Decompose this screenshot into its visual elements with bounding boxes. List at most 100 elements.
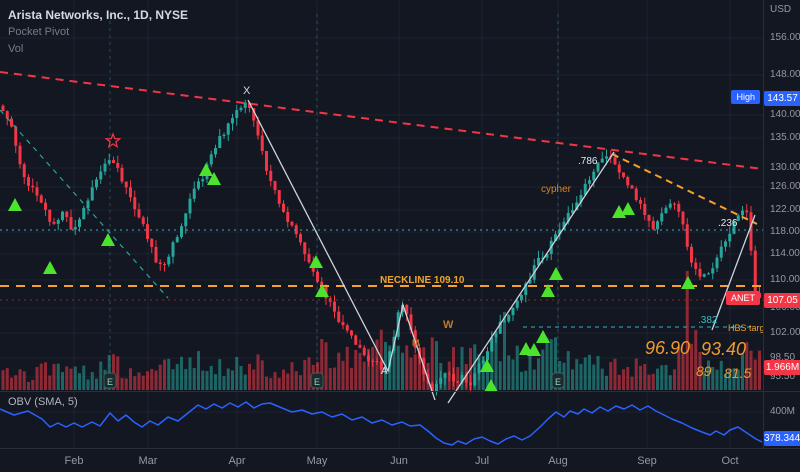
trendline [611,153,758,225]
indicator-pocket-pivot[interactable]: Pocket Pivot [8,26,70,38]
candle-body [345,325,349,331]
volume-bar [520,371,523,390]
chart-annotation: X [243,85,251,97]
volume-bar [698,351,702,390]
volume-bar [294,371,298,390]
candle-body [447,373,451,375]
volume-bar [749,350,753,390]
volume-bar [664,364,668,390]
indicator-volume[interactable]: Vol [8,42,24,55]
volume-bar [673,369,676,390]
volume-bar [711,367,715,390]
volume-bar [494,331,498,390]
candle-body [566,213,570,222]
volume-bar [354,349,358,390]
volume-bar [345,346,349,390]
obv-indicator-label[interactable]: OBV (SMA, 5) [8,396,78,408]
volume-bar [184,368,188,390]
volume-bar [90,372,94,390]
volume-bar [248,363,251,390]
volume-bar [282,369,285,390]
month-tick-label: Mar [138,455,158,467]
candle-body [715,257,719,269]
volume-bar [82,365,86,390]
volume-bar [490,339,494,390]
chart-annotation: .786 [578,156,598,167]
candle-body [341,322,345,326]
price-tick-label: 156.00 [770,32,800,43]
volume-bar [107,354,111,390]
candle-body [277,190,281,204]
volume-bar [231,370,234,390]
volume-bar [307,357,311,390]
candle-body [44,202,47,210]
chart-annotation: .236 [718,218,738,229]
volume-bar [694,330,698,390]
volume-bar [14,375,18,390]
candle-body [367,355,370,361]
volume-value-badge: 1.966M [764,360,800,375]
volume-bar [277,377,281,390]
chart-pane[interactable]: E E E X .786 cypher .236 NECKLINE 109.10 W M A .382… [0,0,763,448]
candle-body [379,361,383,370]
currency-label: USD [770,4,792,15]
volume-bar [99,361,103,390]
symbol-title[interactable]: Arista Networks, Inc., 1D, NYSE [8,8,189,22]
candle-body [1,105,5,112]
candle-body [107,160,111,164]
candle-body [73,227,77,230]
volume-bar [656,368,659,390]
price-tick-label: 114.00 [770,248,800,259]
candle-body [265,151,268,171]
candle-body [197,181,200,189]
volume-bar [201,370,205,390]
earnings-icon [551,372,565,389]
candle-body [656,221,659,230]
volume-bar [401,352,404,390]
candle-body [56,220,60,224]
pocket-pivot-triangle-icon [8,198,22,211]
pane-separator[interactable] [0,391,800,392]
volume-bar [728,369,732,390]
price-tick-label: 122.00 [770,204,800,215]
candle-body [571,210,574,214]
candle-body [307,254,311,263]
volume-bar [44,362,47,390]
volume-bar [596,355,600,390]
candle-body [158,262,162,265]
pocket-pivot-triangle-icon [536,330,550,343]
volume-bar [592,364,596,390]
candle-body [537,257,540,266]
candle-body [99,171,103,180]
volume-bar [69,368,73,390]
candle-body [634,188,638,201]
volume-bar [639,365,642,390]
volume-bar [753,359,757,390]
candle-body [575,202,579,211]
candle-body [617,164,621,173]
price-axis[interactable]: USD 400M 143.57 107.05 1.966M 378.344M 1… [763,0,800,448]
volume-bar [677,347,681,390]
volume-bar [299,375,302,390]
candle-body [707,273,710,275]
volume-bar [405,345,409,390]
price-chart-canvas[interactable]: E E E X .786 cypher .236 NECKLINE 109.10 W M A .382… [0,0,763,448]
time-axis[interactable]: Feb Mar Apr May Jun Jul Aug Sep Oct [0,448,800,472]
candle-body [239,107,243,111]
candle-body [129,187,132,198]
volume-bar [22,371,26,390]
volume-bar [758,350,761,390]
candle-body [299,234,302,243]
volume-bar [124,378,128,390]
volume-bar [588,354,591,390]
trendline [0,109,169,299]
volume-bar [303,359,307,390]
volume-bar [39,363,43,390]
chart-annotation: 89 [696,363,712,379]
candle-body [541,257,545,259]
candle-body [103,163,107,172]
chart-annotation: HBS target [728,323,763,333]
candle-body [65,211,69,218]
volume-bar [651,373,655,390]
